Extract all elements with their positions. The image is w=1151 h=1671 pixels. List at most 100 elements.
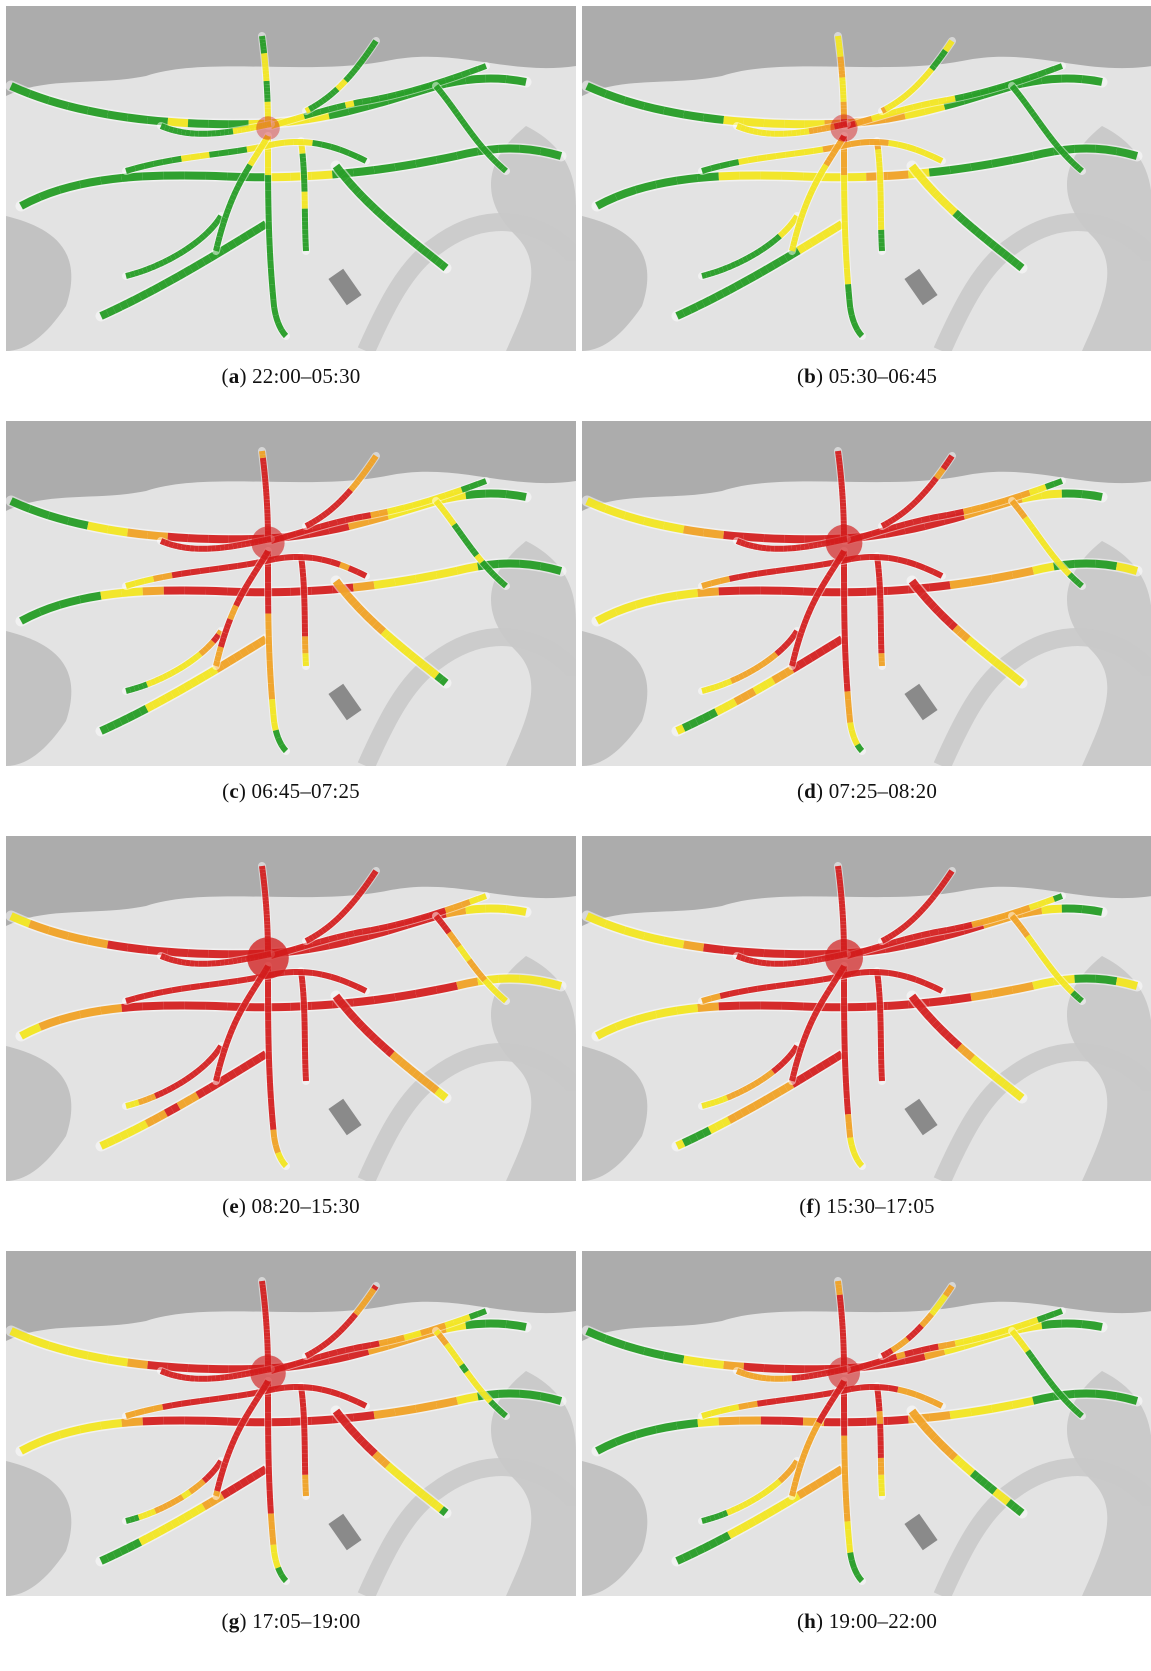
road-segment xyxy=(880,869,955,944)
road-segment xyxy=(789,964,847,1082)
road-segment xyxy=(265,550,289,754)
road-segment xyxy=(846,1308,1064,1374)
road-segment xyxy=(99,220,269,320)
road-segment xyxy=(159,536,272,552)
road-segment xyxy=(159,121,272,137)
road-segment xyxy=(1009,914,1084,1004)
road-segment xyxy=(675,220,845,320)
road-segment xyxy=(270,1308,488,1374)
road-segment xyxy=(159,951,272,967)
road-segment xyxy=(675,635,845,735)
road-segment xyxy=(675,635,845,735)
road-segment xyxy=(298,1385,309,1497)
road-segment xyxy=(880,454,955,529)
road-segment xyxy=(304,39,379,114)
road-segment xyxy=(846,63,1064,129)
river xyxy=(933,213,1151,351)
northern-hills-area xyxy=(582,421,1151,511)
road-segment xyxy=(9,904,527,959)
road-segment xyxy=(874,970,885,1082)
northern-hills-area xyxy=(582,1251,1151,1341)
building-block xyxy=(328,683,362,721)
road-segment xyxy=(125,214,224,279)
road-segment xyxy=(735,1366,848,1382)
road-segment xyxy=(304,39,379,114)
road-segment xyxy=(585,1319,1103,1374)
road-segment xyxy=(789,134,847,252)
city-center-hotspot xyxy=(825,524,863,562)
road-segment xyxy=(789,1379,847,1497)
road-segment xyxy=(270,478,488,544)
road-segment xyxy=(874,555,885,667)
road-segment xyxy=(125,138,368,174)
road-segment xyxy=(595,974,1139,1040)
caption-letter: f xyxy=(806,1194,814,1218)
road-segment xyxy=(213,964,271,1082)
road-segment xyxy=(19,559,563,625)
building-block xyxy=(328,1513,362,1551)
road-segment xyxy=(735,951,848,967)
road-segment xyxy=(789,549,847,667)
road-segment xyxy=(125,629,224,694)
road-segment xyxy=(125,553,368,589)
road-segment xyxy=(9,489,527,544)
road-segment xyxy=(265,1380,289,1584)
road-segment xyxy=(125,968,368,1004)
road-segment xyxy=(433,1329,508,1419)
road-segment xyxy=(304,454,379,529)
road-segment xyxy=(332,578,449,687)
road-segment xyxy=(908,163,1025,272)
road-segment xyxy=(846,893,1064,959)
road-segment xyxy=(789,964,847,1082)
road-segment xyxy=(159,1366,272,1382)
city-center-hotspot xyxy=(256,116,280,140)
road-segment xyxy=(433,499,508,589)
eastern-area xyxy=(1067,541,1151,766)
traffic-map-c xyxy=(6,421,576,766)
road-segment xyxy=(675,220,845,320)
road-segment xyxy=(213,1379,271,1497)
road-segment xyxy=(841,1380,865,1584)
road-segment xyxy=(259,450,271,542)
road-segment xyxy=(213,549,271,667)
road-segment xyxy=(675,1050,845,1150)
road-segment xyxy=(874,140,885,252)
caption-g: (g) 17:05–19:00 xyxy=(221,1609,361,1633)
road-segment xyxy=(789,1379,847,1497)
road-segment xyxy=(19,1389,563,1455)
building-block xyxy=(904,268,938,306)
road-segment xyxy=(675,1050,845,1150)
city-center-hotspot xyxy=(251,526,285,560)
road-segment xyxy=(735,121,848,137)
road-segment xyxy=(874,555,885,667)
road-segment xyxy=(19,559,563,625)
road-segment xyxy=(701,629,800,694)
road-segment xyxy=(265,965,289,1169)
south-west-area xyxy=(6,1046,72,1181)
road-segment xyxy=(259,35,271,127)
road-segment xyxy=(701,629,800,694)
road-segment xyxy=(19,1389,563,1455)
road-segment xyxy=(99,1050,269,1150)
road-segment xyxy=(1009,84,1084,174)
road-segment xyxy=(125,968,368,1004)
road-segment xyxy=(874,1385,885,1497)
road-segment xyxy=(835,1280,847,1372)
traffic-map-g xyxy=(6,1251,576,1596)
road-segment xyxy=(789,134,847,252)
road-segment xyxy=(735,1366,848,1382)
road-segment xyxy=(265,135,289,339)
south-west-area xyxy=(6,1461,72,1596)
road-segment xyxy=(701,553,944,589)
road-segment xyxy=(304,869,379,944)
south-west-area xyxy=(6,216,72,351)
road-segment xyxy=(585,74,1103,129)
road-segment xyxy=(9,74,527,129)
road-segment xyxy=(841,550,865,754)
road-segment xyxy=(304,454,379,529)
road-segment xyxy=(99,635,269,735)
road-segment xyxy=(1009,1329,1084,1419)
caption-time: 08:20–15:30 xyxy=(251,1194,360,1218)
road-segment xyxy=(125,1383,368,1419)
caption-d: (d) 07:25–08:20 xyxy=(796,779,938,803)
